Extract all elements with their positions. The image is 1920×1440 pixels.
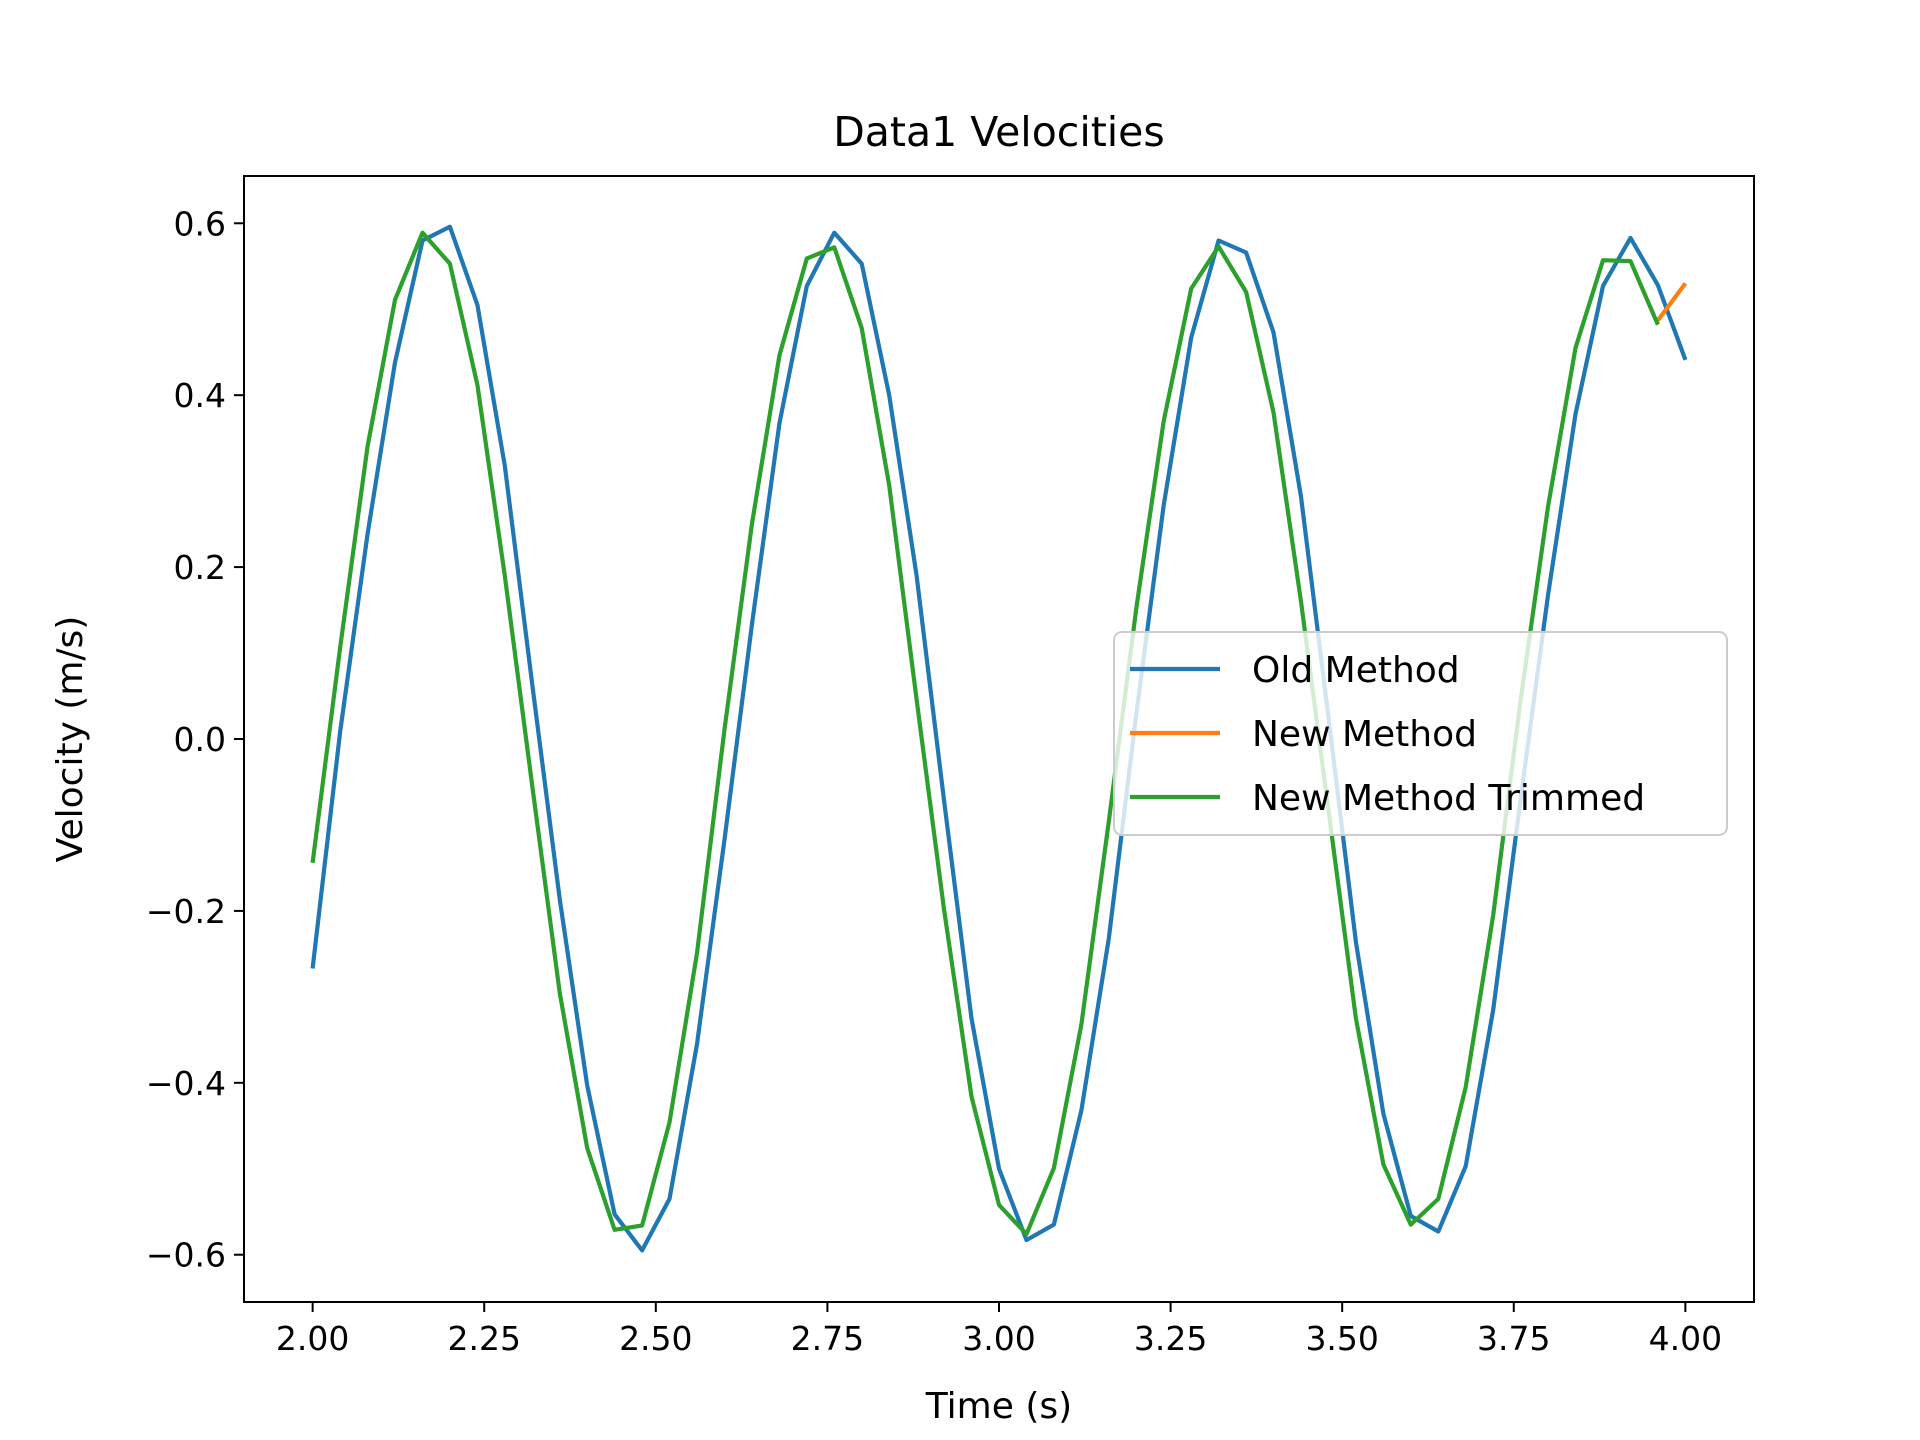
x-axis: 2.00 2.25 2.50 2.75 3.00 3.25 3.50 3.75 4.00 <box>276 1302 1722 1358</box>
legend: Old Method New Method New Method Trimmed <box>1113 631 1728 836</box>
y-tick-label: 0.4 <box>174 376 226 415</box>
x-tick-label: 3.25 <box>1134 1319 1207 1358</box>
series-line-1 <box>310 224 1688 1253</box>
series-line-3 <box>310 230 1660 1237</box>
plot-lines <box>310 224 1688 1253</box>
x-tick-label: 2.00 <box>276 1319 349 1358</box>
x-tick-label: 2.25 <box>447 1319 520 1358</box>
legend-label: Old Method <box>1252 650 1460 691</box>
y-axis-label: Velocity (m/s) <box>50 616 91 863</box>
x-tick-label: 3.00 <box>962 1319 1035 1358</box>
legend-label: New Method Trimmed <box>1252 778 1645 819</box>
legend-label: New Method <box>1252 714 1477 755</box>
legend-box <box>1113 631 1728 836</box>
x-axis-label: Time (s) <box>925 1386 1072 1427</box>
x-tick-label: 2.75 <box>791 1319 864 1358</box>
x-tick-label: 3.75 <box>1477 1319 1550 1358</box>
x-tick-label: 4.00 <box>1649 1319 1722 1358</box>
x-tick-label: 3.50 <box>1305 1319 1378 1358</box>
y-tick-label: −0.6 <box>146 1236 226 1275</box>
y-tick-label: −0.4 <box>146 1064 226 1103</box>
y-axis: −0.6 −0.4 −0.2 0.0 0.2 0.4 0.6 <box>146 204 244 1275</box>
series-line-2 <box>1656 282 1688 322</box>
y-tick-label: −0.2 <box>146 892 226 931</box>
y-tick-label: 0.0 <box>174 720 226 759</box>
y-tick-label: 0.2 <box>174 548 226 587</box>
chart-title: Data1 Velocities <box>833 108 1165 156</box>
y-tick-label: 0.6 <box>174 204 226 243</box>
x-tick-label: 2.50 <box>619 1319 692 1358</box>
